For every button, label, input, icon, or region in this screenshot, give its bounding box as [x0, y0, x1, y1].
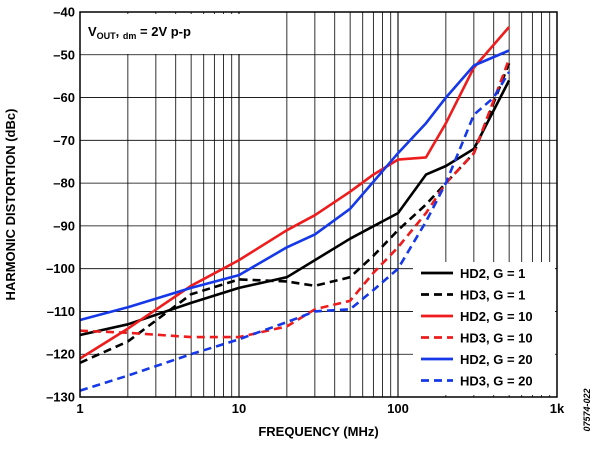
- x-tick-label: 100: [387, 401, 409, 416]
- figure-code: 07574-022: [582, 388, 592, 431]
- series-line: [79, 62, 511, 364]
- legend-label: HD3, G = 10: [460, 331, 533, 346]
- annotation-text: VOUT, dm = 2V p-p: [88, 24, 191, 41]
- legend-label: HD2, G = 20: [460, 352, 533, 367]
- plot-frame: [79, 11, 558, 398]
- y-tick-label: –120: [46, 347, 75, 362]
- legend-label: HD3, G = 1: [460, 288, 525, 303]
- annotation-main: V: [88, 24, 97, 39]
- annotation-rest: = 2V p-p: [136, 24, 191, 39]
- y-axis-label: HARMONIC DISTORTION (dBc): [3, 109, 18, 301]
- y-tick-label: –100: [46, 261, 75, 276]
- legend-box: [413, 262, 555, 395]
- y-tick-label: –80: [53, 176, 75, 191]
- series-line: [79, 49, 510, 322]
- x-tick-label: 10: [232, 401, 246, 416]
- legend-label: HD3, G = 20: [460, 374, 533, 389]
- annotation-sep: ,: [116, 24, 123, 39]
- series-line: [79, 26, 511, 360]
- x-tick-label: 1: [76, 401, 83, 416]
- x-tick-label: 1k: [550, 401, 565, 416]
- legend-label: HD2, G = 1: [460, 266, 525, 281]
- y-tick-label: –60: [53, 90, 75, 105]
- y-tick-label: –50: [53, 47, 75, 62]
- y-tick-label: –110: [47, 304, 75, 319]
- series-lines: [79, 26, 511, 392]
- x-axis-label: FREQUENCY (MHz): [258, 424, 378, 439]
- legend-label: HD2, G = 10: [460, 309, 533, 324]
- y-tick-labels: –130 –120 –110 –100 –90 –80 –70 –60 –50 –40: [46, 5, 75, 405]
- y-tick-label: –90: [53, 218, 75, 233]
- y-tick-label: –70: [53, 133, 75, 148]
- annotation-sub1: OUT: [97, 31, 117, 41]
- annotation-sub2: dm: [123, 31, 137, 41]
- x-tick-labels: 1 10 100 1k: [76, 401, 565, 416]
- y-tick-label: –130: [46, 390, 75, 405]
- annotation-box: [82, 14, 254, 54]
- y-tick-label: –40: [53, 5, 75, 20]
- legend: HD2, G = 1 HD3, G = 1 HD2, G = 10 HD3, G = …: [421, 266, 533, 389]
